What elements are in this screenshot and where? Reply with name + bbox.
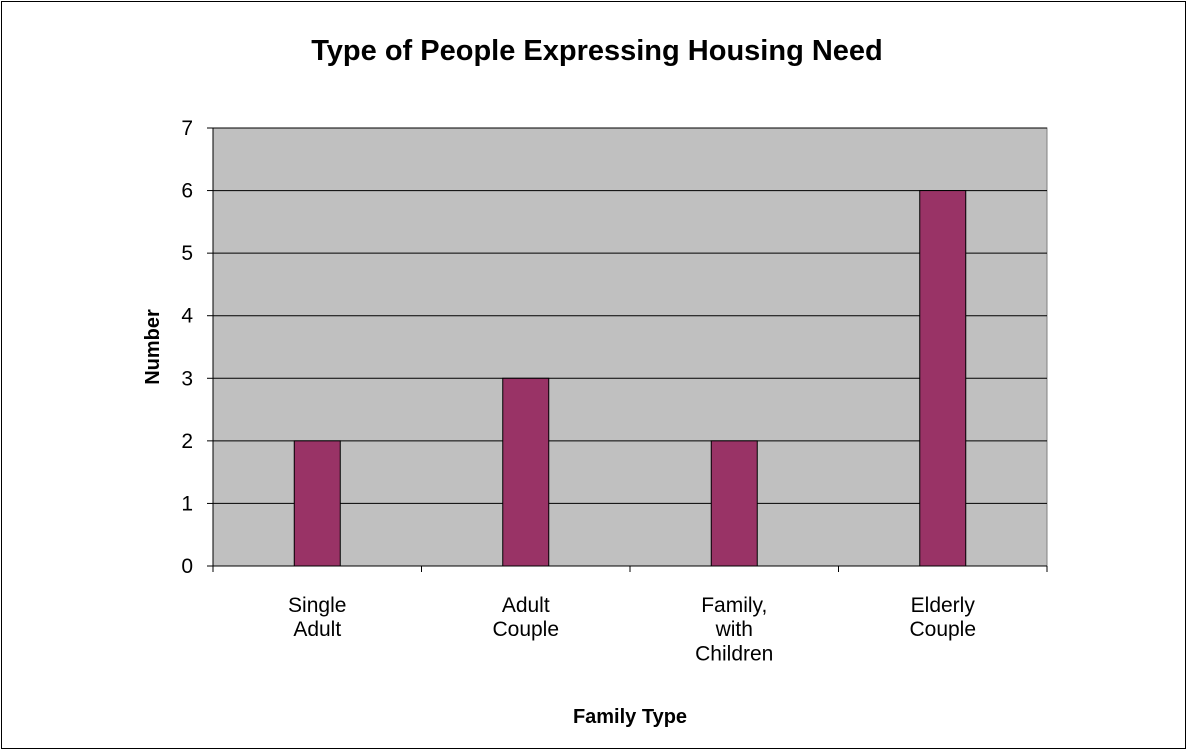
x-tick-label-line: Children [695,642,773,665]
x-tick-label: Elderly Couple [909,594,976,641]
x-tick-label-line: Couple [909,618,976,641]
x-tick-label-line: Elderly [911,594,976,617]
x-tick-label: Adult Couple [492,594,559,641]
x-axis-title: Family Type [573,706,687,728]
x-tick-label-line: Adult [502,594,550,617]
plot-area [212,127,1048,567]
bar [293,440,341,567]
x-tick-label-line: Single [288,594,346,617]
y-tick-label: 7 [181,117,193,140]
y-tick-label: 5 [181,242,193,265]
x-tick-label-line: Adult [293,618,341,641]
y-tick-label: 1 [181,492,193,515]
bar [919,190,967,567]
x-tick-label-line: Couple [492,618,559,641]
x-tick-label-line: with [715,618,753,641]
bar [710,440,758,567]
y-tick-label: 2 [181,430,193,453]
y-tick-label: 3 [181,367,193,390]
bar [502,377,550,567]
y-axis-ticks: 0 1 2 3 4 5 6 7 [181,117,213,578]
y-tick-label: 4 [181,305,193,328]
y-axis-title: Number [142,309,164,385]
x-tick-label-line: Family, [701,594,767,617]
x-tick-label: Family, with Children [695,594,773,665]
chart-title: Type of People Expressing Housing Need [311,35,883,67]
gridlines [213,127,1047,504]
y-tick-label: 0 [181,555,193,578]
x-tick-label: Single Adult [288,594,346,641]
bars [293,190,967,567]
y-tick-label: 6 [181,180,193,203]
